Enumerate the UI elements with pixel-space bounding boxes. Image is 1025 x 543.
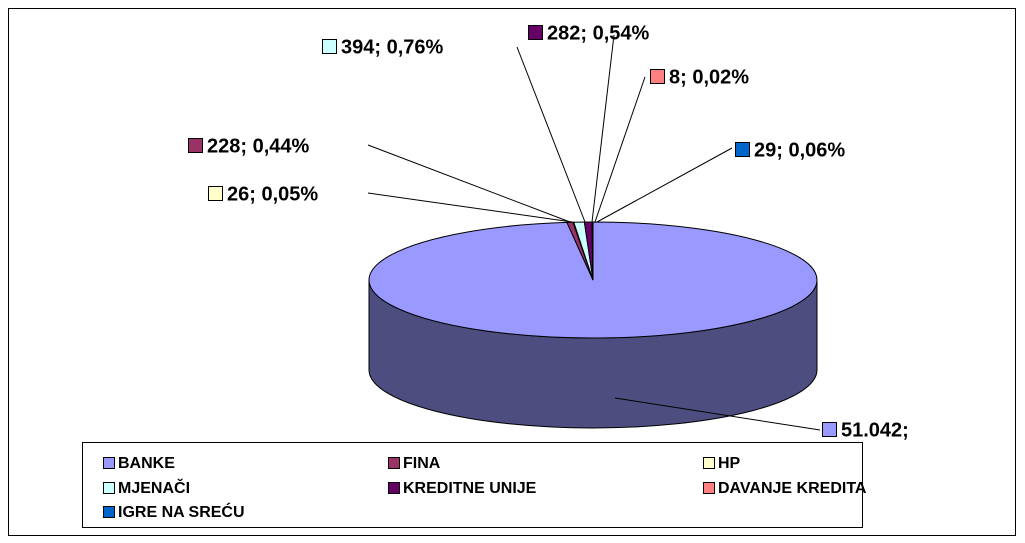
- legend-key: [703, 482, 715, 494]
- legend-key: [103, 457, 115, 469]
- legend-key: [103, 482, 115, 494]
- data-label: 282; 0,54%: [547, 22, 650, 44]
- data-label: 394; 0,76%: [341, 36, 444, 58]
- data-label: 29; 0,06%: [754, 139, 845, 161]
- legend-label: BANKE: [118, 455, 175, 472]
- leader-line: [596, 147, 733, 223]
- label-key: [322, 39, 337, 54]
- leader-line: [367, 192, 573, 223]
- pie: [368, 221, 818, 339]
- legend-key: [703, 457, 715, 469]
- label-key: [528, 25, 543, 40]
- label-key: [208, 186, 223, 201]
- legend-key: [103, 506, 115, 518]
- data-label: 8; 0,02%: [669, 66, 749, 88]
- legend-key: [388, 482, 400, 494]
- leader-line: [367, 144, 571, 223]
- legend-label: HP: [718, 455, 741, 472]
- legend-label: DAVANJE KREDITA: [718, 480, 867, 497]
- data-label: 51.042;: [841, 419, 909, 441]
- legend-label: KREDITNE UNIJE: [403, 480, 537, 497]
- legend-key: [388, 457, 400, 469]
- leader-line: [594, 76, 646, 223]
- label-key: [650, 69, 665, 84]
- data-label: 228; 0,44%: [207, 135, 310, 157]
- leader-line: [516, 46, 586, 223]
- legend-label: FINA: [403, 455, 441, 472]
- label-key: [822, 422, 837, 437]
- leader-line: [591, 34, 615, 223]
- legend-label: MJENAČI: [118, 478, 190, 497]
- legend-box: [82, 442, 863, 528]
- data-label: 26; 0,05%: [227, 183, 318, 205]
- leader-lines: [367, 34, 821, 431]
- legend-label: IGRE NA SREĆU: [118, 502, 245, 521]
- label-key: [735, 142, 750, 157]
- label-key: [188, 138, 203, 153]
- leader-line: [614, 397, 821, 431]
